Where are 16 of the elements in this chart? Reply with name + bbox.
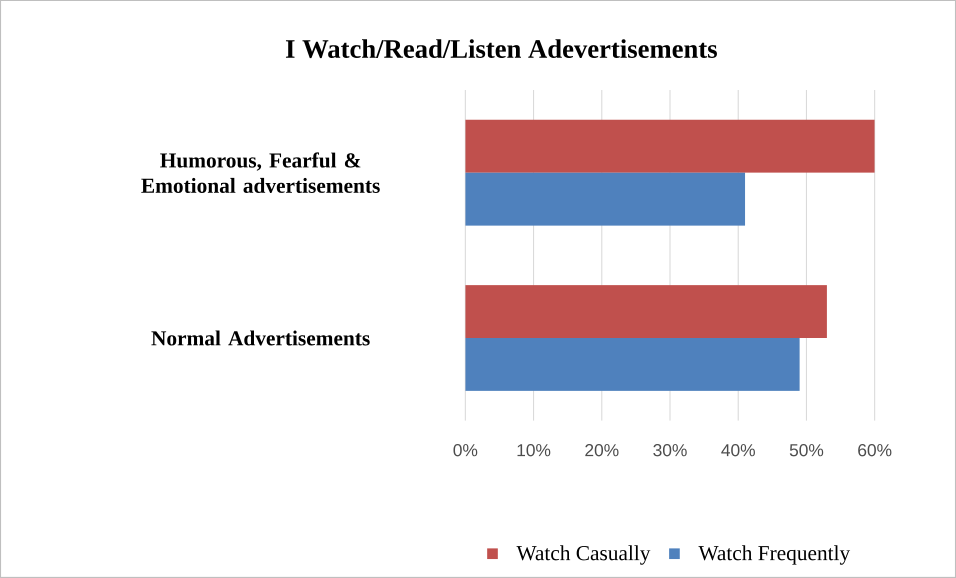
bar (465, 285, 827, 338)
x-tick-label: 30% (653, 444, 687, 456)
x-tick-label: 10% (518, 444, 550, 456)
y-tick-label: Humorous, Fearful & Emotional advertisements (141, 152, 380, 193)
x-tick-label: 50% (790, 444, 824, 456)
bar (465, 338, 800, 391)
x-tick-label: 40% (721, 444, 755, 456)
x-tick-label: 60% (858, 444, 892, 456)
x-tick-label: 20% (585, 444, 619, 456)
legend-label: Watch Casually (516, 545, 650, 565)
x-tick-label: 0% (453, 444, 478, 456)
chart-title: I Watch/Read/Listen Adevertisements (286, 39, 717, 58)
bar (465, 172, 746, 226)
bar (465, 120, 875, 173)
y-tick-label: Normal Advertisements (151, 330, 370, 346)
legend-label: Watch Frequently (698, 545, 850, 565)
